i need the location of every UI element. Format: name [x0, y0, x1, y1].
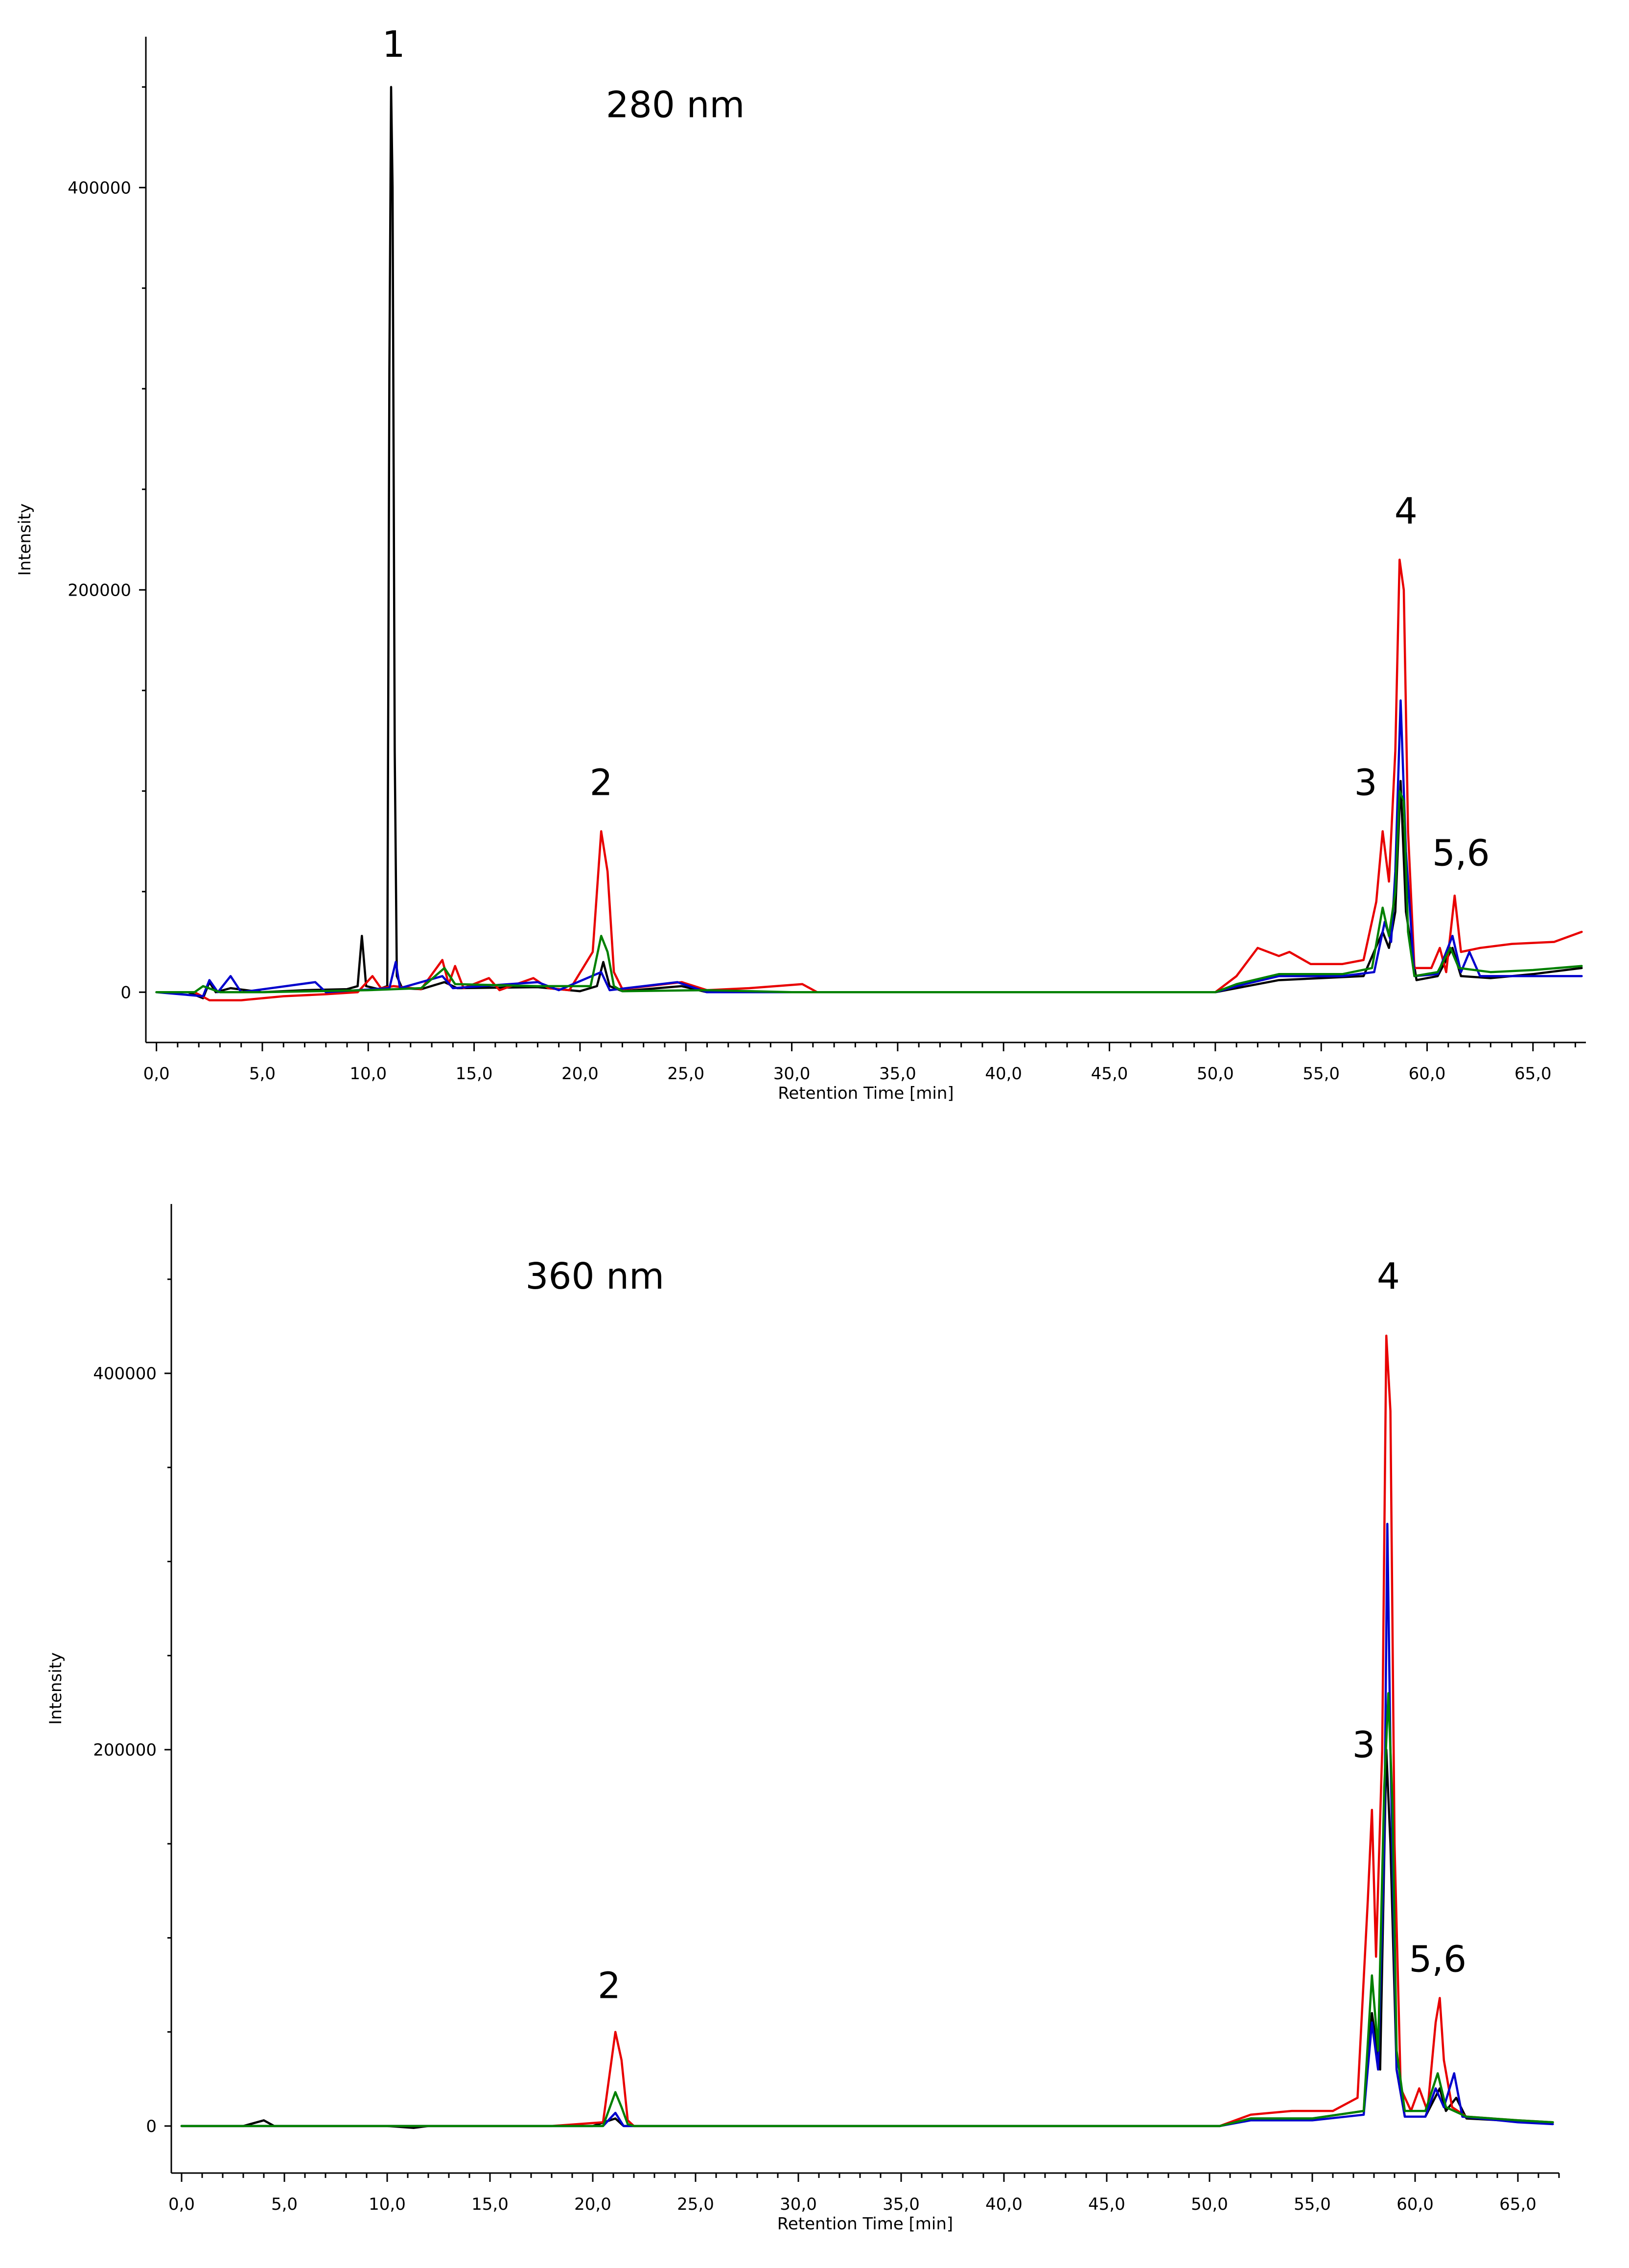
x-tick-label: 0,0 [168, 2195, 195, 2214]
x-tick-label: 45,0 [1088, 2195, 1125, 2214]
x-tick-label: 35,0 [883, 2195, 920, 2214]
y-axis-title: Intensity [15, 504, 35, 576]
x-tick-label: 20,0 [561, 1064, 599, 1084]
peak-annotation: 4 [1377, 1255, 1400, 1297]
peak-annotation: 2 [590, 762, 613, 804]
series-line-3 [155, 790, 1583, 994]
traces [180, 1334, 1554, 2129]
x-tick-label: 30,0 [773, 1064, 811, 1084]
traces [155, 86, 1583, 1001]
x-tick-label: 0,0 [143, 1064, 170, 1084]
x-tick-label: 10,0 [349, 1064, 387, 1084]
chart-360nm: 0 200000 400000 0,0 5,0 10,0 15,0 20,0 25,0 30,0 3… [46, 1204, 1560, 2234]
x-tick-label: 55,0 [1303, 1064, 1340, 1084]
y-tick-label: 0 [146, 2117, 157, 2136]
x-tick-label: 25,0 [677, 2195, 714, 2214]
series-line-3 [180, 1692, 1554, 2128]
x-tick-label: 10,0 [369, 2195, 406, 2214]
x-tick-label: 45,0 [1091, 1064, 1128, 1084]
x-tick-label: 35,0 [879, 1064, 916, 1084]
y-tick-label: 400000 [68, 178, 131, 198]
x-tick-label: 15,0 [471, 2195, 509, 2214]
x-tick-label: 40,0 [985, 1064, 1022, 1084]
x-tick-label: 40,0 [985, 2195, 1023, 2214]
series-line-1 [180, 1334, 1554, 2128]
y-tick-label: 0 [120, 983, 131, 1002]
x-tick-label: 65,0 [1499, 2195, 1536, 2214]
chart-280nm: 0 200000 400000 0,0 5,0 10,0 15,0 20,0 25,0 30,0 3… [15, 23, 1586, 1103]
peak-annotation: 280 nm [606, 84, 745, 126]
x-tick-label: 5,0 [271, 2195, 298, 2214]
y-tick-label: 200000 [93, 1740, 157, 1760]
peak-annotation: 3 [1354, 762, 1377, 804]
series-line-2 [155, 699, 1583, 997]
series-line-0 [155, 86, 1583, 999]
peak-annotation: 4 [1395, 490, 1418, 532]
peak-annotation: 5,6 [1432, 832, 1490, 874]
x-tick-label: 30,0 [780, 2195, 817, 2214]
x-axis-title: Retention Time [min] [777, 2214, 953, 2234]
x-tick-label: 20,0 [574, 2195, 611, 2214]
peak-annotation: 1 [382, 23, 405, 66]
y-tick-label: 400000 [93, 1364, 157, 1384]
peak-annotation: 3 [1352, 1724, 1375, 1766]
peak-annotation: 360 nm [525, 1255, 664, 1297]
x-tick-label: 65,0 [1514, 1064, 1552, 1084]
x-tick-label: 60,0 [1396, 2195, 1434, 2214]
x-tick-label: 15,0 [456, 1064, 493, 1084]
x-tick-label: 50,0 [1191, 2195, 1228, 2214]
x-tick-label: 50,0 [1197, 1064, 1234, 1084]
peak-annotation: 5,6 [1409, 1939, 1466, 1981]
x-tick-label: 25,0 [667, 1064, 704, 1084]
x-tick-label: 5,0 [249, 1064, 276, 1084]
series-line-2 [180, 1523, 1554, 2128]
y-tick-label: 200000 [68, 580, 131, 600]
x-tick-label: 55,0 [1294, 2195, 1331, 2214]
peak-annotation: 2 [598, 1965, 621, 2007]
y-axis-title: Intensity [46, 1652, 66, 1725]
x-tick-label: 60,0 [1409, 1064, 1446, 1084]
series-line-0 [180, 1748, 1554, 2129]
x-axis-title: Retention Time [min] [778, 1084, 954, 1103]
